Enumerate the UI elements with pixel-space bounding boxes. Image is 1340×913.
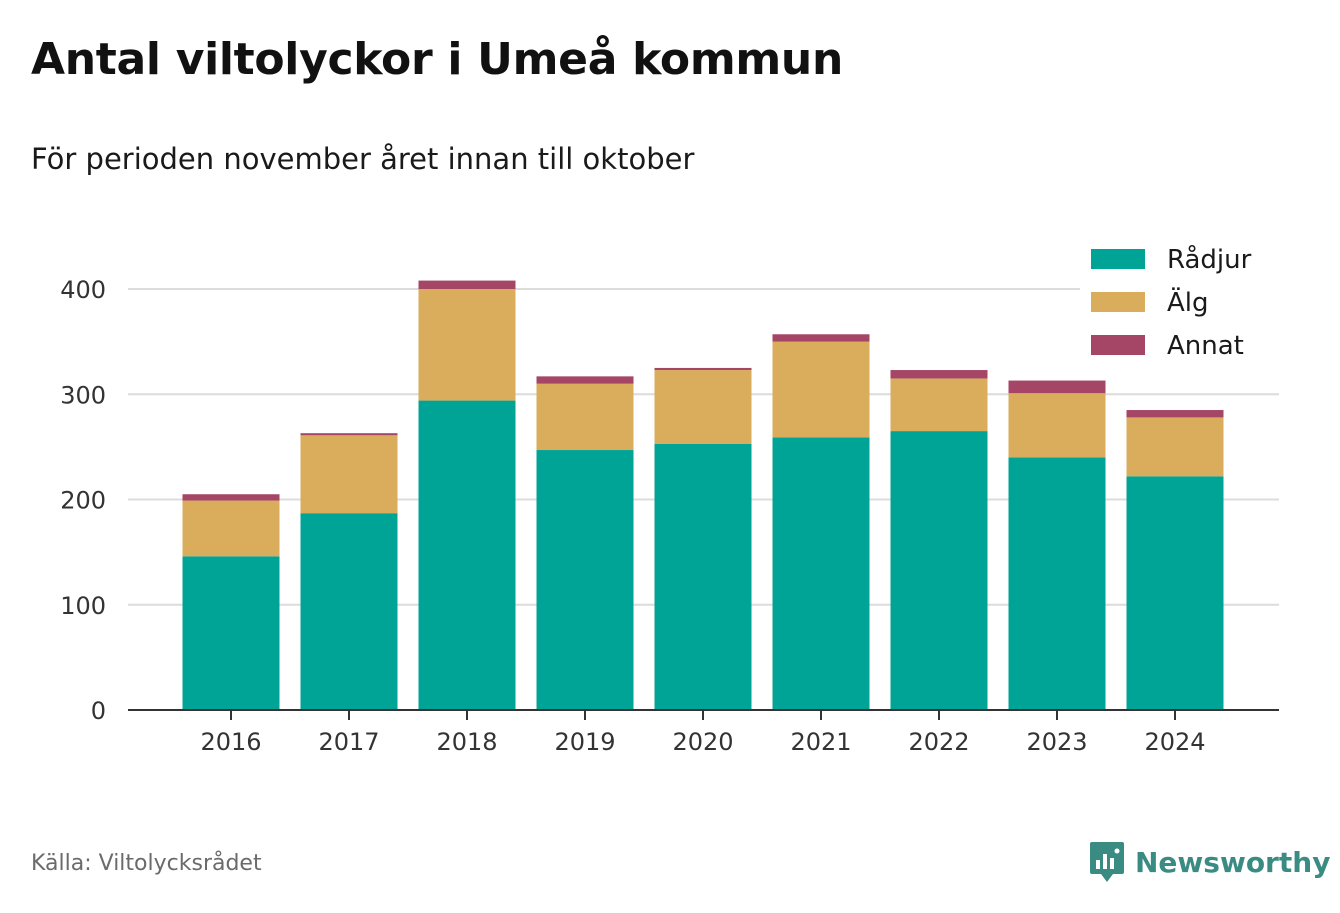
bar-segment (890, 378, 988, 432)
x-tick-label: 2021 (790, 728, 851, 756)
bar-segment (300, 433, 398, 436)
bar-segment (654, 367, 752, 371)
y-tick-label: 400 (60, 276, 106, 304)
bar-segment (890, 431, 988, 710)
bars (182, 280, 1224, 710)
axes: 0 100 200 300 400 2016 2017 2018 2019 2020 2021 202… (60, 276, 1279, 756)
chart-title: Antal viltolyckor i Umeå kommun (31, 34, 843, 85)
newsworthy-logo-icon (1090, 842, 1124, 882)
bar-segment (890, 370, 988, 379)
brand-logo: Newsworthy (1089, 840, 1330, 884)
bar-segment (418, 289, 516, 401)
y-tick-label: 100 (60, 592, 106, 620)
bar-segment (418, 400, 516, 710)
bar-segment (1126, 410, 1224, 418)
bar-segment (536, 376, 634, 384)
bar-segment (1126, 417, 1224, 477)
bar-segment (772, 334, 870, 342)
legend-label: Älg (1167, 286, 1209, 318)
bar-segment (1008, 380, 1106, 394)
x-tick-label: 2022 (908, 728, 969, 756)
bar-segment (654, 443, 752, 710)
legend-label: Annat (1167, 331, 1244, 361)
x-tick-label: 2023 (1026, 728, 1087, 756)
x-tick-label: 2017 (318, 728, 379, 756)
bar-segment (772, 341, 870, 438)
bar-segment (182, 556, 280, 710)
legend: Rådjur Älg Annat (1080, 240, 1280, 366)
x-tick-label: 2018 (436, 728, 497, 756)
bar-segment (1126, 476, 1224, 710)
legend-label: Rådjur (1167, 244, 1252, 275)
legend-swatch (1091, 335, 1145, 355)
source-note: Källa: Viltolycksrådet (31, 851, 262, 876)
bar-segment (654, 370, 752, 444)
x-tick-label: 2016 (200, 728, 261, 756)
bar-segment (536, 450, 634, 710)
bar-segment (536, 383, 634, 451)
bar-segment (1008, 393, 1106, 458)
bar-segment (300, 435, 398, 514)
bar-segment (300, 513, 398, 710)
brand-name: Newsworthy (1135, 845, 1331, 879)
bar-segment (182, 494, 280, 501)
legend-swatch (1091, 249, 1145, 269)
x-tick-label: 2020 (672, 728, 733, 756)
y-tick-label: 200 (60, 487, 106, 515)
y-tick-label: 300 (60, 381, 106, 409)
bar-segment (772, 437, 870, 710)
y-tick-label: 0 (91, 697, 106, 725)
bar-segment (182, 500, 280, 557)
x-tick-label: 2019 (554, 728, 615, 756)
bar-segment (418, 280, 516, 289)
bar-segment (1008, 457, 1106, 710)
legend-swatch (1091, 292, 1145, 312)
chart-subtitle: För perioden november året innan till ok… (31, 142, 695, 176)
x-tick-label: 2024 (1144, 728, 1205, 756)
